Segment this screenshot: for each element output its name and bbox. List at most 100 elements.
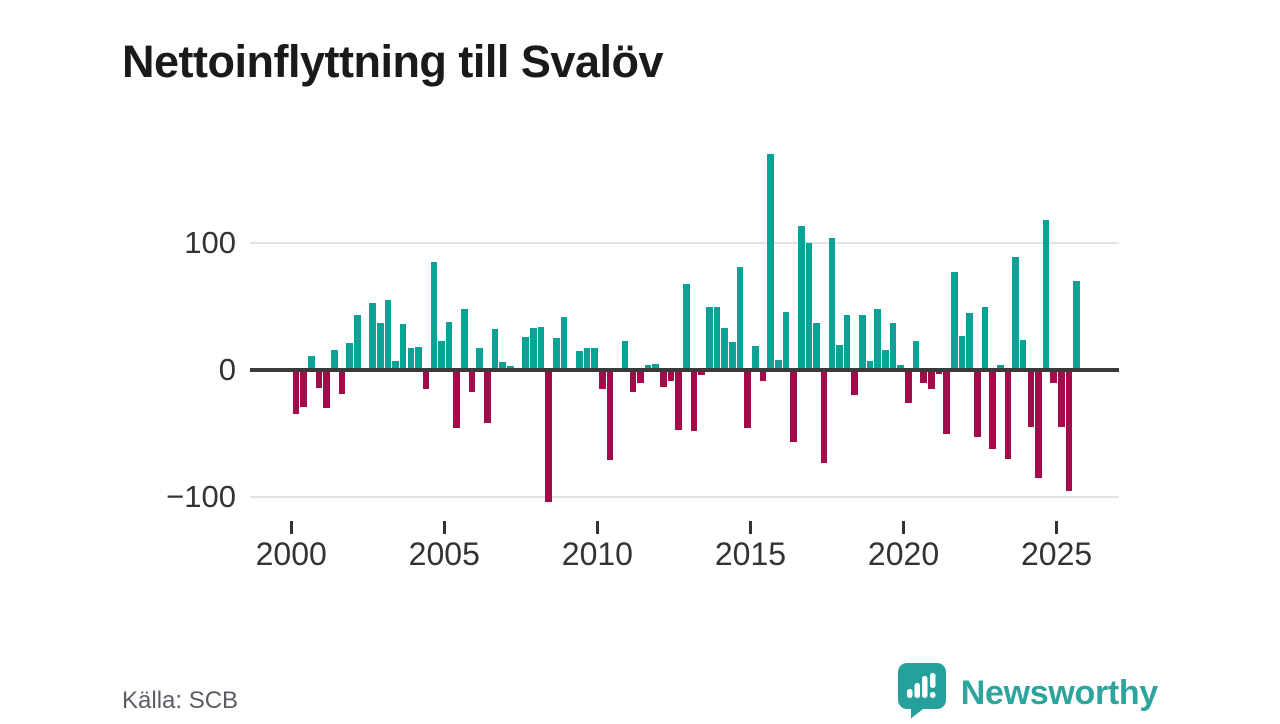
newsworthy-speech-bubble-bar-chart-icon bbox=[897, 662, 947, 724]
bar-positive bbox=[438, 340, 445, 370]
bar-negative bbox=[928, 370, 935, 390]
x-axis-tick bbox=[1055, 521, 1059, 534]
bar-positive bbox=[767, 154, 774, 370]
bar-positive bbox=[950, 272, 958, 370]
bar-positive bbox=[399, 324, 407, 370]
bar-positive bbox=[751, 345, 759, 370]
bar-positive bbox=[591, 348, 598, 370]
bar-positive bbox=[522, 336, 529, 370]
bar-positive bbox=[683, 283, 690, 370]
bar-positive bbox=[537, 326, 545, 370]
bar-positive bbox=[897, 364, 904, 370]
bar-positive bbox=[1019, 339, 1027, 370]
bar-positive bbox=[445, 321, 453, 370]
bar-positive bbox=[583, 348, 591, 370]
bar-negative bbox=[1035, 370, 1042, 478]
brand-logo: Newsworthy bbox=[897, 662, 1158, 724]
x-axis-tick-label: 2000 bbox=[255, 536, 327, 572]
bar-negative bbox=[1004, 370, 1012, 459]
bar-positive bbox=[805, 243, 813, 370]
bar-positive bbox=[346, 343, 353, 370]
bar-positive bbox=[774, 359, 782, 370]
bar-positive bbox=[530, 328, 537, 370]
bar-positive bbox=[981, 306, 989, 370]
bar-positive bbox=[621, 340, 629, 370]
bar-negative bbox=[1027, 370, 1035, 428]
bar-negative bbox=[660, 370, 667, 387]
x-axis-tick-label: 2020 bbox=[867, 536, 940, 572]
bar-negative bbox=[1050, 370, 1058, 383]
x-axis-tick bbox=[442, 521, 446, 534]
bar-negative bbox=[973, 370, 981, 438]
bar-positive bbox=[729, 342, 736, 370]
gridline bbox=[250, 496, 1119, 498]
bar-negative bbox=[468, 370, 476, 392]
bar-positive bbox=[958, 335, 966, 370]
bar-positive bbox=[369, 302, 376, 370]
bar-positive bbox=[392, 361, 399, 370]
bar-positive bbox=[713, 306, 721, 370]
bar-positive bbox=[797, 226, 805, 370]
bar-negative bbox=[484, 370, 491, 424]
bar-positive bbox=[476, 348, 484, 370]
bar-positive bbox=[966, 312, 973, 370]
bar-negative bbox=[820, 370, 828, 463]
bar-positive bbox=[889, 323, 897, 370]
bar-positive bbox=[782, 311, 790, 370]
bar-positive bbox=[736, 267, 744, 370]
bar-positive bbox=[491, 329, 499, 370]
bar-positive bbox=[996, 364, 1004, 370]
bar-negative bbox=[422, 370, 430, 390]
y-axis-tick-label: −100 bbox=[166, 479, 236, 514]
brand-name: Newsworthy bbox=[960, 673, 1159, 712]
bar-positive bbox=[499, 362, 506, 370]
bar-negative bbox=[675, 370, 683, 430]
bar-negative bbox=[300, 370, 307, 407]
bar-positive bbox=[882, 349, 889, 370]
zero-axis-line bbox=[250, 368, 1119, 373]
bar-negative bbox=[338, 370, 346, 395]
bar-negative bbox=[943, 370, 950, 434]
bar-positive bbox=[353, 315, 361, 370]
bar-negative bbox=[1065, 370, 1073, 491]
bar-negative bbox=[637, 370, 644, 383]
bar-positive bbox=[384, 300, 392, 370]
bar-negative bbox=[905, 370, 912, 404]
bar-negative bbox=[920, 370, 927, 383]
bar-positive bbox=[843, 315, 851, 370]
bar-negative bbox=[744, 370, 751, 429]
bar-positive bbox=[560, 316, 568, 370]
x-axis-tick-label: 2010 bbox=[561, 536, 633, 572]
bar-positive bbox=[575, 350, 583, 370]
bar-positive bbox=[706, 306, 713, 370]
x-axis-tick-label: 2005 bbox=[408, 536, 480, 572]
bar-positive bbox=[507, 366, 514, 370]
bar-positive bbox=[331, 349, 338, 370]
bar-positive bbox=[813, 323, 820, 370]
bar-negative bbox=[629, 370, 637, 392]
bar-positive bbox=[874, 309, 882, 370]
x-axis-tick-label: 2015 bbox=[714, 536, 787, 572]
x-axis-tick bbox=[902, 521, 906, 534]
bar-positive bbox=[1012, 256, 1019, 370]
bar-positive bbox=[461, 309, 468, 370]
bar-negative bbox=[851, 370, 859, 396]
y-axis-tick-label: 100 bbox=[184, 225, 236, 260]
bar-positive bbox=[866, 361, 874, 370]
bar-negative bbox=[453, 370, 461, 429]
bar-positive bbox=[912, 340, 920, 370]
bar-negative bbox=[315, 370, 323, 388]
page-title: Nettoinflyttning till Svalöv bbox=[122, 36, 664, 88]
bar-negative bbox=[1058, 370, 1065, 428]
bar-negative bbox=[667, 370, 675, 382]
bar-positive bbox=[828, 237, 836, 370]
bar-positive bbox=[1073, 281, 1081, 370]
bar-positive bbox=[721, 328, 728, 370]
bar-positive bbox=[415, 347, 422, 370]
bar-negative bbox=[698, 370, 705, 376]
bar-negative bbox=[759, 370, 767, 382]
bar-negative bbox=[989, 370, 996, 449]
bar-positive bbox=[644, 364, 652, 370]
bar-negative bbox=[292, 370, 300, 415]
